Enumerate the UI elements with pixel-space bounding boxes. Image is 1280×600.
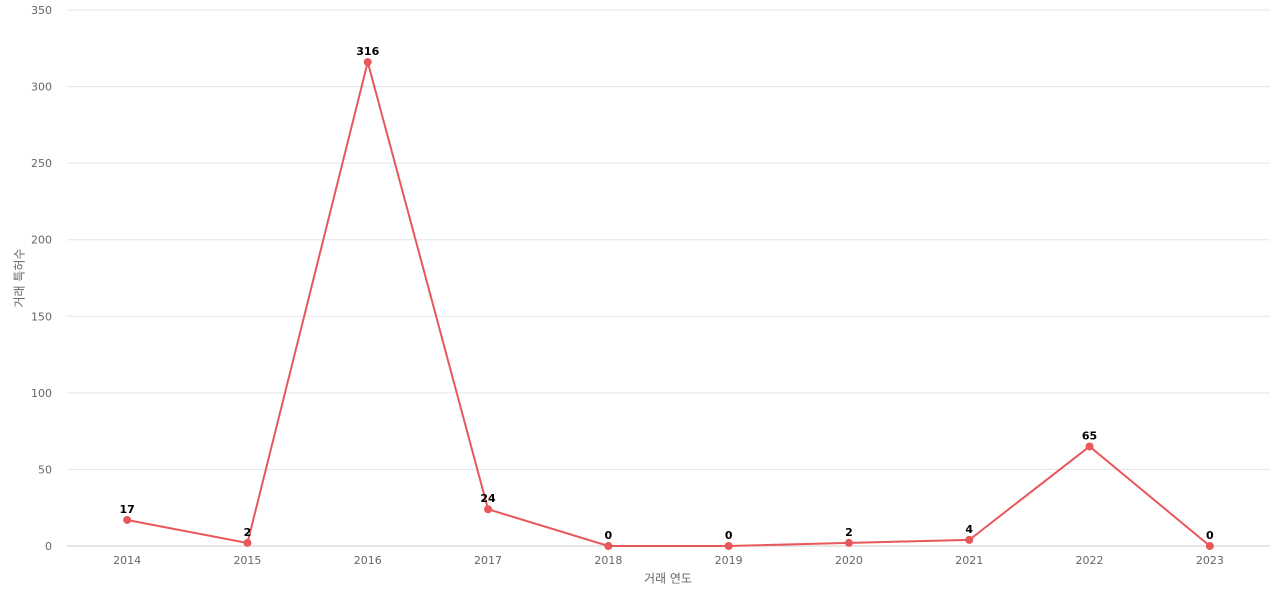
point (123, 515, 132, 524)
x-tick-label: 2016 (354, 554, 382, 567)
y-tick-label: 350 (31, 4, 52, 17)
data-label: 0 (1206, 529, 1214, 542)
x-axis-title: 거래 연도 (644, 572, 692, 586)
x-tick-label: 2023 (1196, 554, 1224, 567)
x-tick-label: 2022 (1076, 554, 1104, 567)
data-label: 0 (725, 529, 733, 542)
data-label: 65 (1082, 429, 1097, 442)
x-tick-label: 2014 (113, 554, 141, 567)
y-tick-label: 250 (31, 157, 52, 170)
point (844, 538, 853, 547)
y-tick-label: 100 (31, 387, 52, 400)
x-tick-label: 2019 (715, 554, 743, 567)
x-tick-label: 2020 (835, 554, 863, 567)
point (724, 542, 733, 550)
point (1085, 442, 1094, 451)
y-tick-label: 50 (38, 463, 52, 476)
y-tick-label: 300 (31, 81, 52, 94)
point (243, 538, 252, 547)
y-tick-label: 0 (45, 540, 52, 553)
data-label: 17 (119, 503, 134, 516)
point (484, 505, 493, 514)
data-label: 2 (845, 526, 853, 539)
data-label: 0 (605, 529, 613, 542)
y-tick-label: 150 (31, 310, 52, 323)
point (604, 542, 613, 550)
x-tick-label: 2015 (233, 554, 261, 567)
data-label: 2 (244, 526, 252, 539)
point (965, 535, 974, 544)
data-label: 24 (480, 492, 496, 505)
y-axis-title: 거래 특허수 (13, 248, 27, 307)
x-tick-label: 2017 (474, 554, 502, 567)
point (363, 58, 372, 67)
line (126, 58, 1211, 547)
point (1205, 542, 1214, 550)
data-label: 4 (965, 523, 973, 536)
data-label: 316 (356, 45, 379, 58)
x-tick-label: 2021 (955, 554, 983, 567)
y-tick-label: 200 (31, 234, 52, 247)
x-tick-label: 2018 (594, 554, 622, 567)
